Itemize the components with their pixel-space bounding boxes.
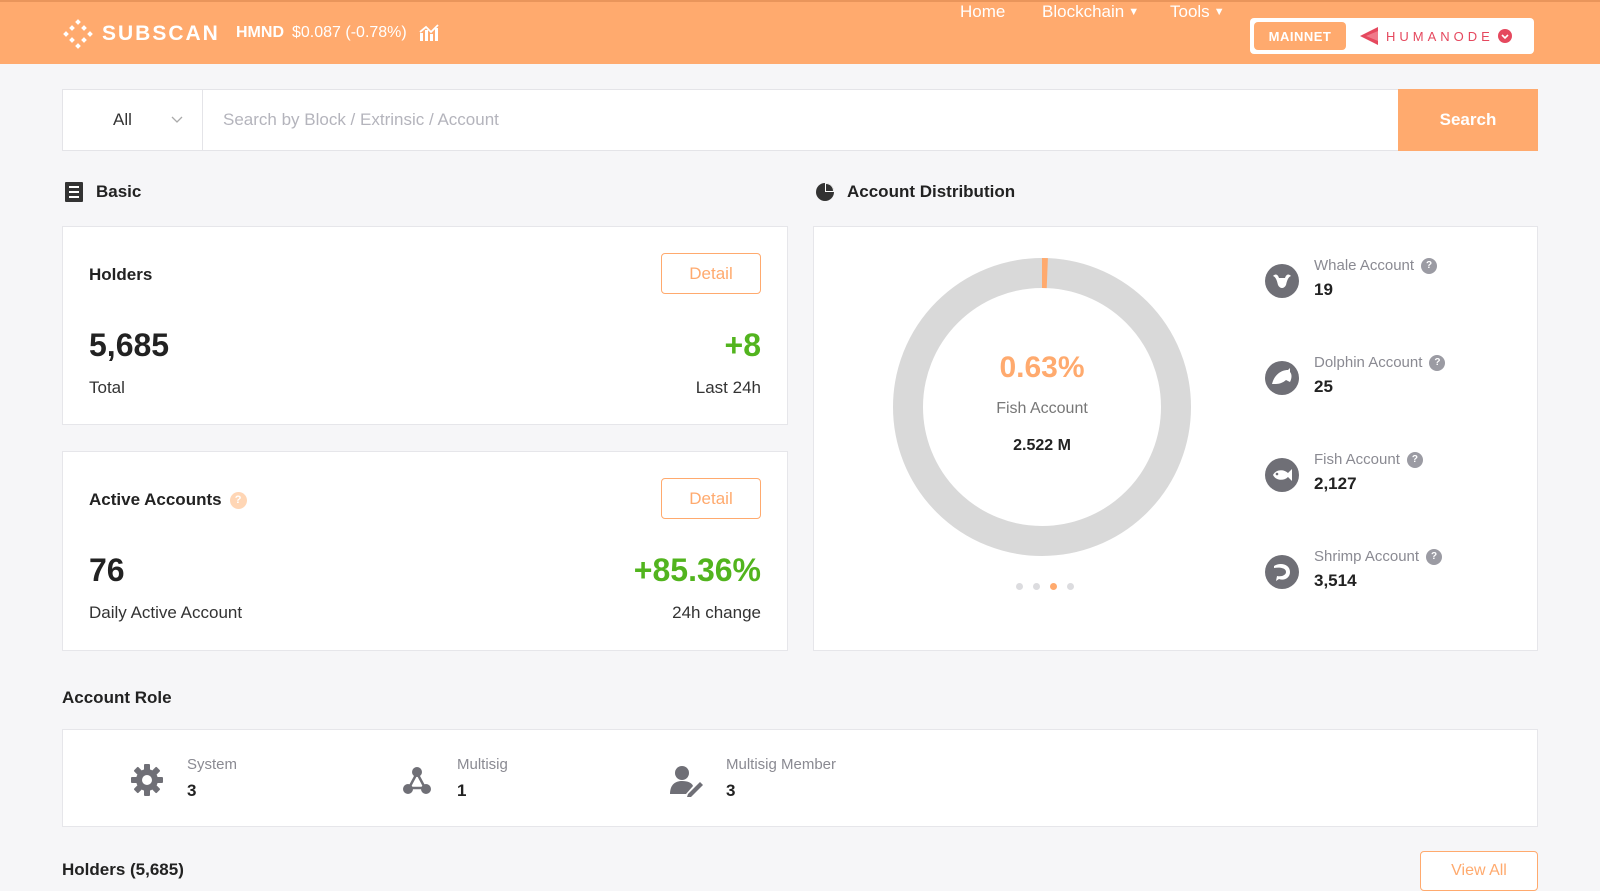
carousel-dot[interactable] — [1033, 583, 1040, 590]
fish-icon — [1264, 457, 1300, 493]
active-accounts-card: Active Accounts ? Detail 76 +85.36% Dail… — [62, 451, 788, 651]
active-accounts-change-label: 24h change — [672, 603, 761, 623]
shrimp-icon — [1264, 554, 1300, 590]
brand-logo[interactable]: SUBSCAN — [62, 18, 220, 50]
distribution-card: 0.63% Fish Account 2.522 M Whale Account… — [813, 226, 1538, 651]
holders-change: +8 — [725, 327, 761, 364]
legend-whale-name: Whale Account? — [1314, 257, 1437, 274]
search-filter-value: All — [113, 110, 132, 130]
caret-down-icon: ▼ — [1214, 6, 1225, 18]
account-role-title: Account Role — [62, 688, 172, 708]
active-accounts-label: Active Accounts ? — [89, 490, 247, 510]
multisig-member-icon — [668, 762, 704, 798]
subscan-logo-icon — [62, 18, 94, 50]
search-bar: All Search — [62, 89, 1538, 151]
holders-total: 5,685 — [89, 327, 169, 364]
active-accounts-count-label: Daily Active Account — [89, 603, 242, 623]
chevron-down-icon — [170, 112, 184, 126]
nav-home[interactable]: Home — [960, 2, 1005, 22]
multisig-icon — [399, 762, 435, 798]
distribution-section-title: Account Distribution — [815, 182, 1015, 202]
carousel-dot[interactable] — [1067, 583, 1074, 590]
role-multisig-name: Multisig — [457, 756, 508, 773]
caret-down-icon: ▼ — [1128, 6, 1139, 18]
donut-center-value: 2.522 M — [882, 437, 1202, 455]
donut-center-label: Fish Account — [882, 400, 1202, 418]
help-icon[interactable]: ? — [1421, 258, 1437, 274]
legend-shrimp-value: 3,514 — [1314, 571, 1442, 591]
active-accounts-change: +85.36% — [634, 552, 761, 589]
pie-chart-icon — [815, 182, 835, 202]
holders-card: Holders Detail 5,685 +8 Total Last 24h — [62, 226, 788, 425]
mainnet-button[interactable]: MAINNET — [1254, 22, 1346, 50]
distribution-title-text: Account Distribution — [847, 182, 1015, 202]
search-input[interactable] — [203, 90, 1398, 150]
holders-label: Holders — [89, 265, 152, 285]
top-navigation-bar: SUBSCAN HMND $0.087 (-0.78%) Home Blockc… — [0, 0, 1600, 64]
basic-title-text: Basic — [96, 182, 141, 202]
network-name: HUMANODE — [1386, 29, 1494, 44]
holders-list-title: Holders (5,685) — [62, 860, 184, 880]
active-accounts-detail-button[interactable]: Detail — [661, 478, 761, 519]
dolphin-icon — [1264, 360, 1300, 396]
whale-icon — [1264, 263, 1300, 299]
donut-center-percent: 0.63% — [882, 351, 1202, 385]
search-button[interactable]: Search — [1398, 89, 1538, 151]
carousel-dot[interactable] — [1016, 583, 1023, 590]
active-accounts-title: Active Accounts — [89, 490, 222, 510]
nav-tools[interactable]: Tools ▼ — [1170, 2, 1225, 22]
help-icon[interactable]: ? — [1426, 549, 1442, 565]
role-system-name: System — [187, 756, 237, 773]
network-dropdown-icon — [1498, 29, 1512, 43]
humanode-logo[interactable]: HUMANODE — [1358, 25, 1512, 47]
legend-dolphin-name: Dolphin Account? — [1314, 354, 1445, 371]
legend-dolphin-value: 25 — [1314, 377, 1445, 397]
account-role-card: System 3 Multisig 1 Multisig Member 3 — [62, 729, 1538, 827]
legend-fish[interactable]: Fish Account? 2,127 — [1264, 451, 1423, 494]
help-icon[interactable]: ? — [1407, 452, 1423, 468]
carousel-dot[interactable] — [1050, 583, 1057, 590]
document-icon — [64, 182, 84, 202]
network-switcher[interactable]: MAINNET HUMANODE — [1250, 18, 1534, 54]
basic-section-title: Basic — [64, 182, 141, 202]
token-price: $0.087 (-0.78%) — [292, 24, 407, 42]
help-icon[interactable]: ? — [1429, 355, 1445, 371]
role-multisig[interactable]: Multisig 1 — [399, 756, 508, 801]
legend-shrimp-name: Shrimp Account? — [1314, 548, 1442, 565]
role-multisig-member-name: Multisig Member — [726, 756, 836, 773]
nav-tools-label: Tools — [1170, 2, 1210, 22]
legend-dolphin[interactable]: Dolphin Account? 25 — [1264, 354, 1445, 397]
gear-icon — [129, 762, 165, 798]
legend-whale[interactable]: Whale Account? 19 — [1264, 257, 1437, 300]
brand-name: SUBSCAN — [102, 22, 220, 46]
nav-home-label: Home — [960, 2, 1005, 22]
nav-blockchain-label: Blockchain — [1042, 2, 1124, 22]
humanode-triangle-icon — [1358, 25, 1380, 47]
holders-total-label: Total — [89, 378, 125, 398]
legend-fish-name: Fish Account? — [1314, 451, 1423, 468]
carousel-pager — [1016, 583, 1084, 590]
role-multisig-member-value: 3 — [726, 781, 836, 801]
role-multisig-member[interactable]: Multisig Member 3 — [668, 756, 836, 801]
nav-blockchain[interactable]: Blockchain ▼ — [1042, 2, 1139, 22]
legend-fish-value: 2,127 — [1314, 474, 1423, 494]
search-filter-select[interactable]: All — [63, 90, 203, 150]
holders-change-label: Last 24h — [696, 378, 761, 398]
legend-shrimp[interactable]: Shrimp Account? 3,514 — [1264, 548, 1442, 591]
token-price-widget: HMND $0.087 (-0.78%) — [236, 24, 439, 42]
role-system-value: 3 — [187, 781, 237, 801]
price-chart-icon[interactable] — [419, 24, 439, 42]
view-all-button[interactable]: View All — [1420, 851, 1538, 891]
holders-detail-button[interactable]: Detail — [661, 253, 761, 294]
role-system[interactable]: System 3 — [129, 756, 237, 801]
legend-whale-value: 19 — [1314, 280, 1437, 300]
role-multisig-value: 1 — [457, 781, 508, 801]
active-accounts-count: 76 — [89, 552, 125, 589]
help-icon[interactable]: ? — [230, 492, 247, 509]
token-symbol: HMND — [236, 24, 284, 42]
